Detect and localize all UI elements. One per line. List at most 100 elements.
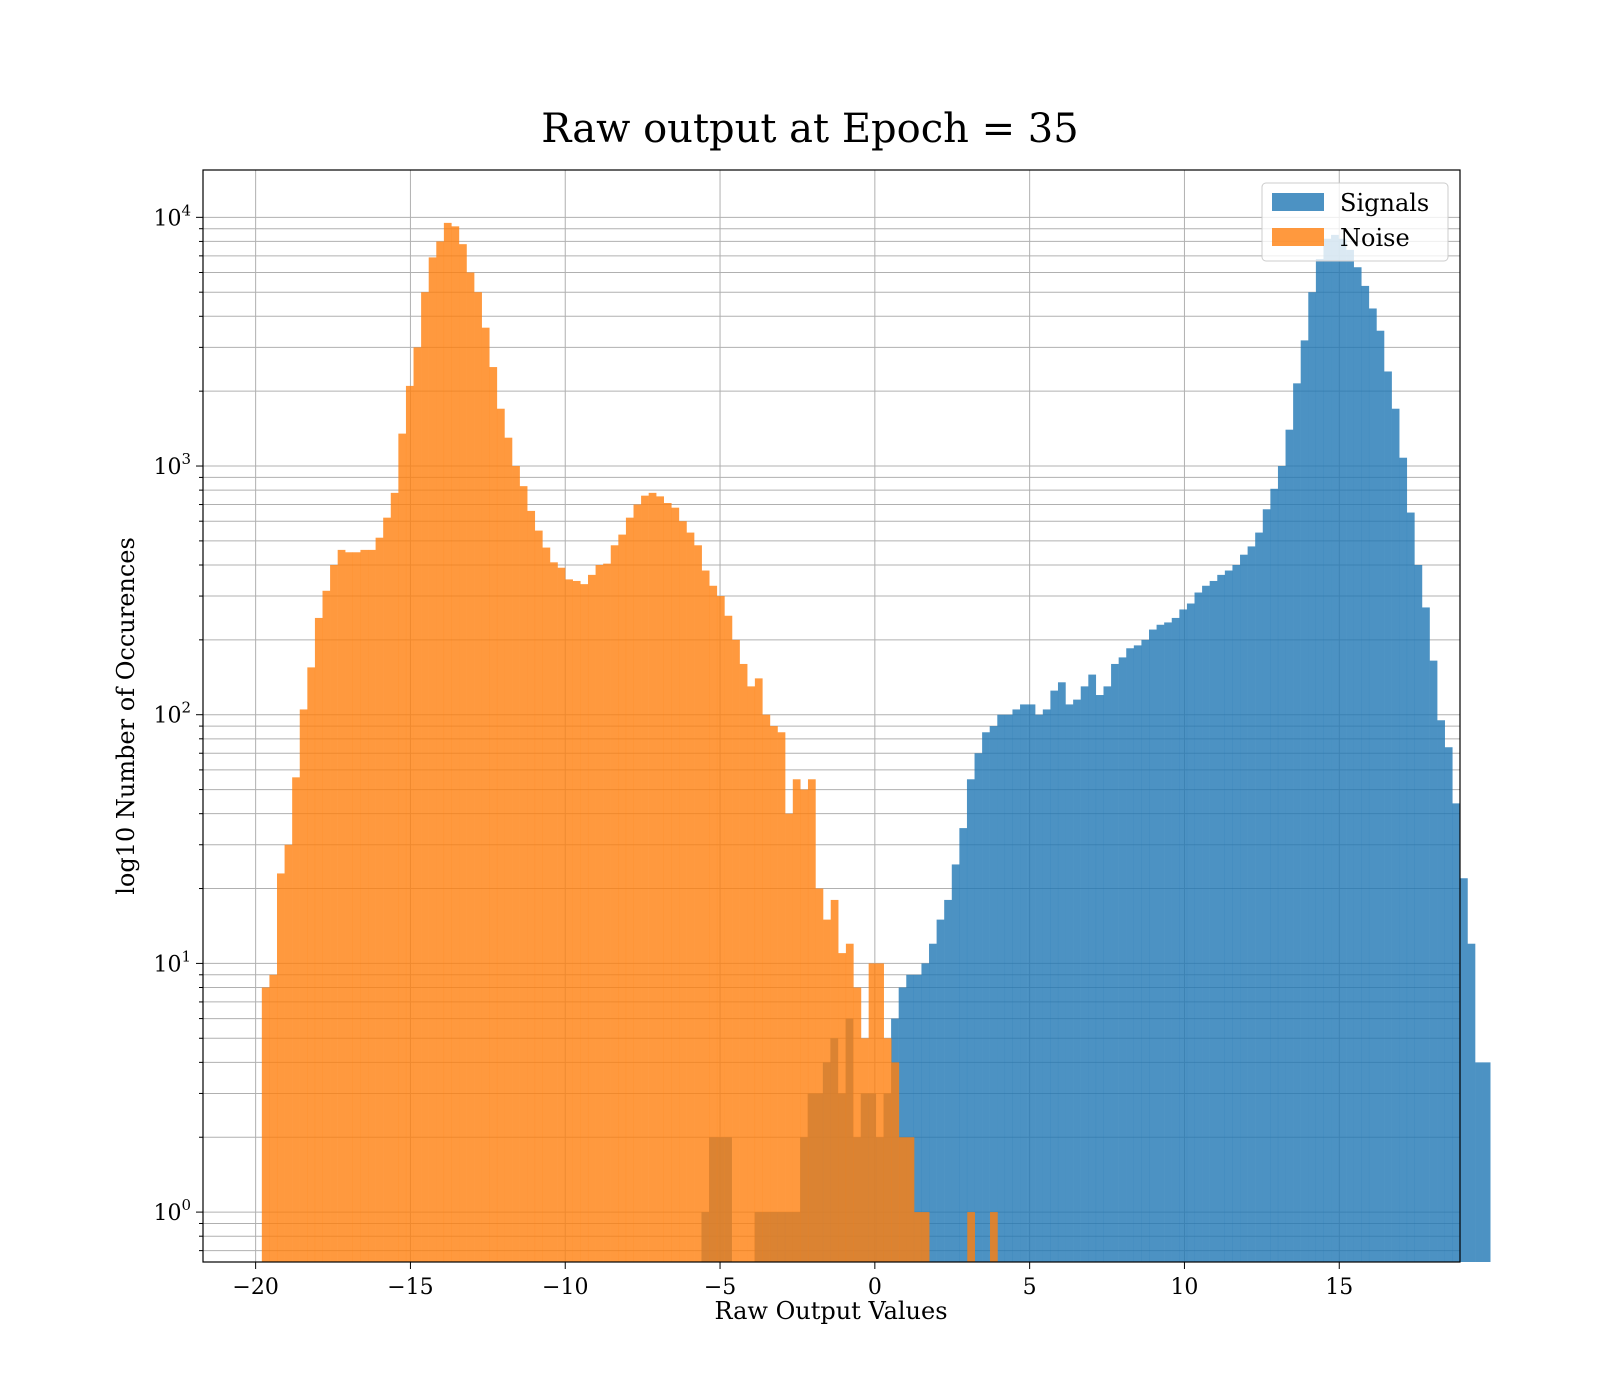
histogram-bar bbox=[542, 547, 551, 1262]
histogram-bar bbox=[1399, 457, 1408, 1262]
histogram-bar bbox=[269, 974, 278, 1262]
histogram-bar bbox=[876, 963, 884, 1262]
histogram-bar bbox=[807, 779, 816, 1262]
histogram-bar bbox=[921, 1212, 930, 1262]
histogram-bar bbox=[1156, 624, 1165, 1262]
histogram-bar bbox=[701, 570, 710, 1262]
histogram-bar bbox=[1460, 878, 1468, 1262]
histogram-bar bbox=[1285, 429, 1294, 1262]
histogram-bar bbox=[451, 226, 460, 1263]
histogram-bar bbox=[481, 327, 490, 1262]
histogram-bar bbox=[762, 714, 771, 1262]
histogram-bar bbox=[1482, 1062, 1491, 1262]
histogram-bar bbox=[345, 552, 353, 1262]
y-tick-label: 103 bbox=[153, 450, 191, 480]
histogram-bar bbox=[982, 732, 990, 1262]
histogram-bar bbox=[580, 584, 589, 1262]
histogram-bar bbox=[1384, 371, 1392, 1262]
histogram-bar bbox=[443, 222, 452, 1262]
histogram-bar bbox=[1414, 564, 1423, 1262]
histogram-bar bbox=[739, 663, 748, 1262]
histogram-bar bbox=[944, 899, 952, 1262]
histogram-bar bbox=[1020, 704, 1028, 1262]
x-tick-label: 0 bbox=[868, 1275, 882, 1300]
histogram-bar bbox=[421, 292, 429, 1262]
x-tick-label: 5 bbox=[1023, 1275, 1037, 1300]
histogram-bar bbox=[1293, 383, 1301, 1262]
histogram-bar bbox=[671, 507, 680, 1262]
histogram-bar bbox=[436, 241, 445, 1262]
histogram-bar bbox=[1346, 249, 1354, 1262]
histogram-bar bbox=[785, 813, 793, 1262]
histogram-bar bbox=[1391, 408, 1400, 1262]
histogram-bar bbox=[1057, 682, 1066, 1262]
legend-label-noise: Noise bbox=[1340, 224, 1410, 252]
histogram-bar bbox=[610, 545, 619, 1262]
histogram-bar bbox=[618, 534, 627, 1262]
histogram-bar bbox=[838, 953, 847, 1262]
histogram-bar bbox=[868, 963, 877, 1262]
histogram-bar bbox=[823, 919, 831, 1262]
histogram-bar bbox=[648, 492, 657, 1263]
chart-title: Raw output at Epoch = 35 bbox=[541, 106, 1078, 152]
histogram-bar bbox=[1277, 466, 1286, 1262]
histogram-bar bbox=[898, 1137, 907, 1262]
histogram-bar bbox=[1422, 607, 1430, 1262]
ticks: −20 −15 −10 −5 0 5 10 15 100 101 102 103 104 bbox=[153, 201, 1353, 1300]
histogram-bar bbox=[989, 726, 998, 1262]
histogram-bar bbox=[383, 517, 391, 1262]
histogram-bar bbox=[1133, 645, 1142, 1262]
histogram-bar bbox=[489, 367, 498, 1263]
histogram-bar bbox=[565, 579, 573, 1262]
histogram-bar bbox=[276, 873, 285, 1262]
series-signals bbox=[701, 234, 1491, 1263]
histogram-bar bbox=[1171, 617, 1180, 1262]
histogram-bar bbox=[663, 503, 672, 1262]
histogram-bar bbox=[330, 564, 338, 1262]
histogram-bar bbox=[572, 580, 581, 1262]
histogram-bar bbox=[587, 574, 596, 1262]
y-axis-label: log10 Number of Occurences bbox=[112, 537, 140, 895]
histogram-bar bbox=[1406, 512, 1415, 1262]
histogram-bar bbox=[1073, 699, 1081, 1262]
histogram-bar bbox=[466, 272, 475, 1262]
histogram-bar bbox=[754, 678, 763, 1262]
histogram-bar bbox=[883, 1038, 892, 1262]
histogram-bar bbox=[1012, 709, 1021, 1262]
histogram-bar bbox=[1338, 238, 1347, 1262]
histogram-bar bbox=[1179, 609, 1188, 1262]
plot-frame bbox=[202, 169, 1461, 1263]
x-tick-label: 10 bbox=[1170, 1275, 1198, 1300]
histogram-bar bbox=[1376, 330, 1385, 1262]
histogram-bar bbox=[679, 521, 687, 1262]
series-noise bbox=[261, 222, 998, 1263]
x-tick-label: −5 bbox=[704, 1275, 736, 1300]
histogram-bar bbox=[557, 567, 566, 1262]
histogram-bar bbox=[314, 617, 323, 1262]
histogram-bar bbox=[1270, 488, 1279, 1262]
histogram-bar bbox=[337, 549, 346, 1262]
histogram-bar bbox=[1035, 714, 1043, 1262]
histogram-bar bbox=[1103, 686, 1112, 1262]
histogram-bar bbox=[1080, 686, 1089, 1262]
histogram-bar bbox=[1300, 340, 1309, 1262]
histogram-bar bbox=[1331, 234, 1339, 1262]
histogram-bar bbox=[633, 504, 642, 1263]
y-tick-label: 104 bbox=[153, 201, 191, 231]
histogram-bar bbox=[990, 1212, 998, 1262]
histogram-bar bbox=[777, 732, 786, 1262]
histogram-bar bbox=[1353, 267, 1362, 1263]
legend-swatch-signals bbox=[1272, 193, 1324, 211]
histogram-bar bbox=[459, 244, 467, 1262]
histogram-bar bbox=[1240, 554, 1248, 1262]
histogram-bar bbox=[1126, 648, 1134, 1262]
histogram-bar bbox=[1323, 238, 1332, 1262]
histogram-bar bbox=[716, 596, 725, 1262]
histogram-bar bbox=[496, 408, 505, 1262]
histogram-bar bbox=[1437, 720, 1445, 1262]
y-tick-label: 101 bbox=[153, 947, 191, 977]
histogram-bar bbox=[1217, 574, 1226, 1262]
x-tick-label: −10 bbox=[542, 1275, 588, 1300]
histogram-bar bbox=[1118, 657, 1127, 1262]
